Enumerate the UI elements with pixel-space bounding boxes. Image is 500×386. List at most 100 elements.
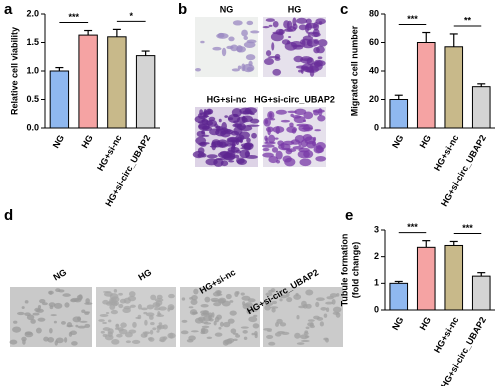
cell (311, 140, 317, 147)
cell (123, 297, 131, 304)
cell (200, 312, 210, 317)
cell (197, 112, 209, 120)
cell (131, 339, 141, 345)
cell (270, 306, 279, 309)
cell (221, 47, 227, 57)
cell (240, 326, 249, 329)
cell (47, 337, 55, 343)
cell (290, 40, 303, 47)
cell (240, 292, 245, 296)
cell (77, 316, 81, 321)
micrograph (9, 287, 93, 347)
cell (307, 322, 314, 327)
cell (299, 334, 309, 340)
x-tick-label: HG (418, 315, 433, 332)
cell (318, 21, 323, 25)
cell (64, 337, 68, 343)
micrograph (96, 287, 176, 347)
cell (142, 331, 151, 335)
cell (103, 291, 113, 297)
cell (231, 141, 236, 150)
cell (22, 339, 26, 345)
cell (230, 140, 243, 143)
cell (84, 311, 90, 315)
cell (34, 307, 41, 312)
y-tick-label: 0 (374, 122, 379, 132)
cell (271, 300, 278, 305)
cell (323, 337, 328, 341)
cell (102, 299, 109, 305)
cell (314, 129, 322, 132)
y-tick-label: 80 (369, 8, 379, 18)
cell (196, 130, 206, 138)
cell (265, 292, 273, 297)
cell (236, 291, 240, 295)
cell (294, 108, 307, 116)
cell (265, 302, 274, 306)
cell (272, 126, 285, 134)
cell (296, 342, 305, 345)
cell (243, 336, 248, 340)
cell (298, 124, 311, 132)
cell (262, 26, 270, 29)
cell (294, 332, 301, 339)
cell (264, 135, 268, 141)
cell (303, 150, 314, 159)
cell (48, 302, 56, 307)
cell (303, 331, 309, 336)
cell (167, 307, 171, 312)
cell (53, 320, 57, 324)
bar (78, 34, 98, 129)
cell (168, 293, 175, 299)
cell (132, 321, 137, 328)
cell (283, 20, 290, 29)
cell (315, 45, 325, 54)
cell (265, 50, 272, 57)
cell (268, 156, 279, 164)
cell (284, 28, 293, 32)
cell (242, 301, 246, 306)
cell (233, 113, 239, 118)
cell (271, 307, 276, 313)
cell (219, 321, 224, 327)
bar (135, 55, 156, 129)
cell (267, 110, 275, 120)
cell (299, 158, 312, 167)
cell (325, 301, 334, 305)
cell (32, 312, 40, 316)
panel-label: e (345, 207, 353, 224)
micrograph (192, 107, 260, 167)
cell (223, 152, 236, 161)
cell (282, 155, 292, 163)
cell (266, 334, 274, 339)
cell (315, 297, 325, 301)
cell (313, 145, 324, 154)
cell (305, 303, 312, 309)
cell (224, 115, 229, 118)
bar (444, 244, 464, 311)
cell (268, 289, 274, 293)
x-tick-label: HG+si-nc (95, 133, 124, 172)
panel-label: a (4, 1, 13, 18)
cell (191, 311, 198, 314)
cell (275, 109, 287, 115)
bar (416, 42, 436, 129)
cell (107, 319, 112, 323)
bar (49, 70, 70, 129)
image-label: HG (288, 4, 302, 14)
cell (207, 108, 212, 115)
cell (204, 296, 211, 303)
bar (107, 36, 127, 129)
cell (201, 325, 210, 329)
cell (225, 293, 232, 300)
cell (144, 319, 148, 326)
cell (316, 316, 324, 321)
cell (85, 298, 90, 304)
y-tick-label: 0.0 (26, 122, 39, 132)
cell (162, 324, 168, 330)
cell (181, 297, 186, 301)
cell (262, 152, 274, 158)
cell (54, 340, 58, 346)
cell (251, 309, 258, 312)
panel-label: d (4, 207, 13, 224)
